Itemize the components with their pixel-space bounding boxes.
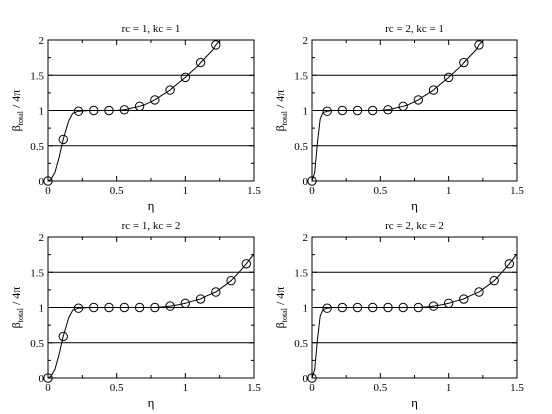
x-tick-label: 0 (45, 185, 51, 197)
y-tick-label: 0.5 (294, 338, 308, 350)
y-tick-label: 1.5 (294, 267, 308, 279)
y-tick-label: 0.5 (30, 141, 44, 153)
x-tick-label: 0.5 (110, 382, 124, 394)
panel-title: rc = 2, kc = 1 (385, 23, 444, 35)
panel-title: rc = 2, kc = 2 (385, 220, 444, 232)
y-tick-label: 0.5 (294, 141, 308, 153)
x-tick-label: 0 (309, 185, 315, 197)
y-tick-label: 1.5 (30, 267, 44, 279)
panel-title: rc = 1, kc = 2 (122, 220, 181, 232)
x-tick-label: 0.5 (373, 382, 387, 394)
x-tick-label: 1.5 (247, 185, 261, 197)
x-tick-label: 1 (446, 382, 452, 394)
x-tick-label: 1.5 (510, 185, 524, 197)
x-tick-label: 0.5 (373, 185, 387, 197)
x-tick-label: 1 (183, 185, 189, 197)
y-tick-label: 2 (39, 232, 45, 244)
y-tick-label: 2 (303, 35, 309, 47)
y-axis-label: βtotal / 4π (273, 90, 289, 132)
panel-4: rc = 2, kc = 2 0 0.5 1 1.5 0 0.5 1 1.5 2 η βtotal /… (273, 220, 524, 410)
x-tick-label: 1 (446, 185, 452, 197)
y-tick-label: 1 (39, 106, 45, 118)
y-tick-label: 1 (303, 106, 309, 118)
x-axis-label: η (411, 395, 418, 410)
x-tick-label: 1 (183, 382, 189, 394)
panel-3: rc = 1, kc = 2 0 0.5 1 1.5 0 0.5 1 1.5 2 η βtotal /… (9, 220, 261, 410)
x-tick-label: 1.5 (247, 382, 261, 394)
y-tick-label: 1.5 (30, 70, 44, 82)
y-tick-label: 2 (303, 232, 309, 244)
panel-title: rc = 1, kc = 1 (122, 23, 181, 35)
y-tick-label: 1.5 (294, 70, 308, 82)
y-axis-label: βtotal / 4π (9, 90, 25, 132)
x-tick-label: 1.5 (510, 382, 524, 394)
x-axis-label: η (148, 198, 155, 213)
panel-2: rc = 2, kc = 1 0 0.5 1 1.5 0 0.5 1 1.5 2 η βtotal /… (273, 23, 524, 213)
x-axis-label: η (411, 198, 418, 213)
y-tick-label: 2 (39, 35, 45, 47)
y-tick-label: 1 (39, 303, 45, 315)
y-tick-label: 1 (303, 303, 309, 315)
y-axis-label: βtotal / 4π (273, 287, 289, 329)
x-tick-label: 0 (309, 382, 315, 394)
y-tick-label: 0.5 (30, 338, 44, 350)
x-tick-label: 0.5 (110, 185, 124, 197)
panel-1: rc = 1, kc = 10 0.5 1 1.500.511.52ηβtotal /… (9, 23, 261, 213)
x-tick-label: 0 (45, 382, 51, 394)
x-axis-label: η (148, 395, 155, 410)
y-axis-label: βtotal / 4π (9, 287, 25, 329)
